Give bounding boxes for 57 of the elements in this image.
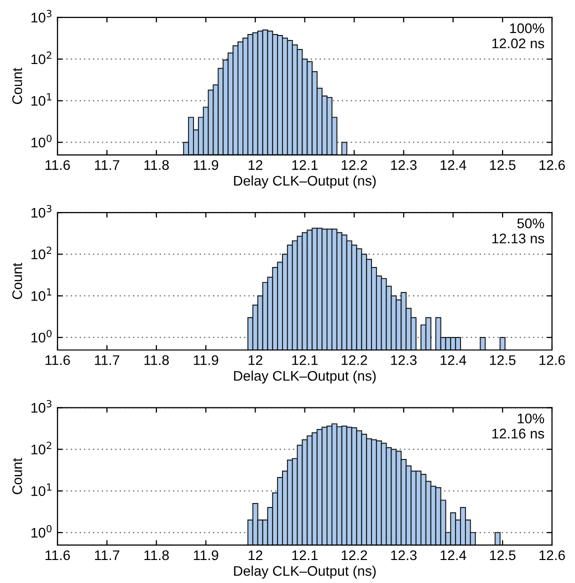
x-tick-label: 12.6 xyxy=(540,550,565,560)
x-axis-title: Delay CLK–Output (ns) xyxy=(234,566,376,579)
y-tick-label: 10$^{3}$ xyxy=(31,400,52,413)
x-tick-label: 12 xyxy=(248,550,262,560)
y-tick-label: 10$^{0}$ xyxy=(31,524,52,538)
x-axis-title: Delay CLK–Output (ns) xyxy=(234,175,376,188)
y-axis-title: Count xyxy=(12,262,22,300)
x-tick-label: 12.5 xyxy=(490,160,516,170)
x-tick-label: 12.3 xyxy=(391,550,417,560)
y-axis-title: Count xyxy=(12,458,22,494)
y-tick-label: 10$^{0}$ xyxy=(31,134,52,148)
x-tick-label: 12.6 xyxy=(540,160,565,170)
x-tick-label: 11.8 xyxy=(144,160,169,170)
y-tick-label: 10$^{3}$ xyxy=(31,204,52,218)
x-tick-label: 11.8 xyxy=(144,550,169,560)
x-tick-label: 12.4 xyxy=(440,160,466,170)
x-tick-label: 12 xyxy=(248,160,262,170)
x-tick-label: 12.4 xyxy=(440,355,466,365)
annotation: 12.13 ns xyxy=(492,234,544,244)
x-tick-label: 11.7 xyxy=(95,550,120,560)
x-tick-label: 11.6 xyxy=(46,550,70,560)
annotation: 100% xyxy=(510,23,544,34)
y-tick-label: 10$^{2}$ xyxy=(31,246,52,260)
x-tick-label: 12.5 xyxy=(490,550,516,560)
y-tick-label: 10$^{1}$ xyxy=(31,93,52,106)
x-tick-label: 12 xyxy=(248,355,262,365)
x-tick-label: 12.3 xyxy=(391,160,417,170)
x-tick-label: 12.1 xyxy=(292,550,318,560)
x-tick-label: 12.2 xyxy=(342,355,368,365)
x-tick-label: 11.9 xyxy=(194,355,218,366)
x-tick-label: 11.7 xyxy=(95,355,120,365)
x-tick-label: 12.6 xyxy=(540,355,565,366)
y-tick-label: 10$^{1}$ xyxy=(31,288,52,301)
x-axis-title: Delay CLK–Output (ns) xyxy=(234,370,376,384)
x-tick-label: 12.2 xyxy=(342,160,368,170)
annotation: 12.16 ns xyxy=(492,428,544,439)
annotation: 12.02 ns xyxy=(492,38,544,48)
x-tick-label: 12.1 xyxy=(292,160,318,170)
x-tick-label: 12.3 xyxy=(391,355,417,366)
annotation: 50% xyxy=(517,218,544,228)
x-tick-label: 12.2 xyxy=(342,550,368,560)
y-tick-label: 10$^{1}$ xyxy=(31,483,52,496)
x-tick-label: 12.4 xyxy=(440,550,466,560)
y-tick-label: 10$^{2}$ xyxy=(31,442,52,454)
x-tick-label: 12.1 xyxy=(292,355,318,365)
x-tick-label: 11.8 xyxy=(144,355,169,366)
x-tick-label: 11.6 xyxy=(46,160,70,170)
y-tick-label: 10$^{2}$ xyxy=(31,52,52,64)
y-tick-label: 10$^{3}$ xyxy=(31,10,52,23)
x-tick-label: 11.7 xyxy=(95,160,120,170)
y-tick-label: 10$^{0}$ xyxy=(31,330,52,343)
x-tick-label: 11.6 xyxy=(46,355,70,366)
x-tick-label: 11.9 xyxy=(194,550,218,560)
x-tick-label: 11.9 xyxy=(194,160,218,170)
x-tick-label: 12.5 xyxy=(490,355,516,366)
annotation: 10% xyxy=(518,414,544,424)
y-axis-title: Count xyxy=(12,68,22,104)
